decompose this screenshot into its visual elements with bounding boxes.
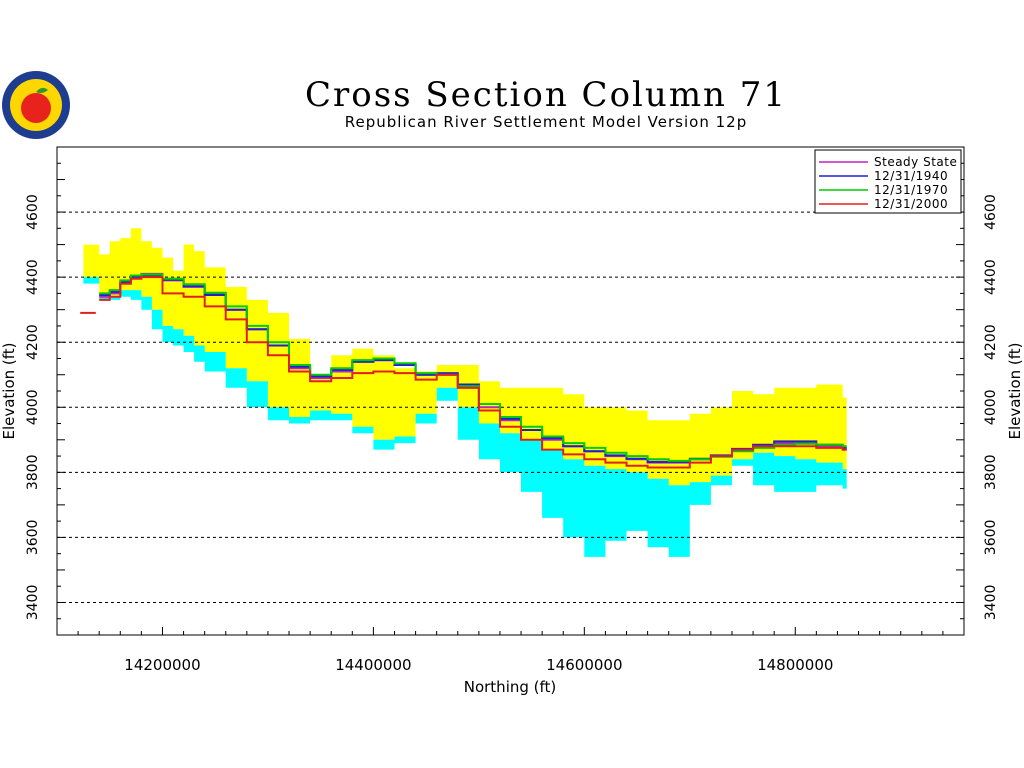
leaf-icon — [36, 87, 48, 94]
legend-label: 12/31/1940 — [874, 169, 948, 183]
legend: Steady State12/31/194012/31/197012/31/20… — [814, 149, 962, 214]
y-tick-label-left: 3400 — [25, 585, 41, 621]
y-tick-label-right: 3400 — [983, 585, 999, 621]
legend-label: 12/31/1970 — [874, 183, 948, 197]
water-level-lines — [80, 272, 847, 469]
y-tick-label-left: 4400 — [25, 259, 41, 295]
y-tick-label-right: 4200 — [983, 324, 999, 360]
y-tick-label-left: 4200 — [25, 324, 41, 360]
x-axis-ticks: 14200000 14400000 14600000 14800000 — [56, 627, 965, 674]
y-tick-label-left: 4000 — [25, 389, 41, 425]
apple-icon — [21, 93, 51, 123]
layer-fill-2 — [83, 277, 847, 557]
y-tick-label-left: 4600 — [25, 194, 41, 230]
y-tick-label-right: 4600 — [983, 194, 999, 230]
y-axis-ticks: 3400 3400 3600 3600 3800 3800 4000 4000 4200 4200… — [25, 146, 999, 636]
logo-seal — [2, 71, 70, 139]
legend-label: 12/31/2000 — [874, 197, 948, 211]
x-axis-label: Northing (ft) — [464, 678, 557, 696]
legend-label: Steady State — [874, 155, 957, 169]
y-tick-label-right: 4000 — [983, 389, 999, 425]
y-axis-label-right: Elevation (ft) — [1006, 342, 1024, 439]
x-tick-label: 14600000 — [546, 656, 622, 674]
chart-title: Cross Section Column 71 — [305, 75, 787, 115]
layer-fills — [83, 228, 847, 557]
y-axis-label-left: Elevation (ft) — [0, 342, 18, 439]
legend-box — [814, 149, 962, 214]
y-tick-label-left: 3800 — [25, 455, 41, 491]
x-tick-label: 14400000 — [335, 656, 411, 674]
x-tick-label: 14800000 — [757, 656, 833, 674]
series-line-4 — [99, 276, 847, 469]
x-tick-label: 14200000 — [124, 656, 200, 674]
chart-subtitle: Republican River Settlement Model Versio… — [345, 113, 747, 131]
y-tick-label-left: 3600 — [25, 520, 41, 556]
y-tick-label-right: 3800 — [983, 455, 999, 491]
y-tick-label-right: 4400 — [983, 259, 999, 295]
gridlines — [57, 211, 964, 603]
y-tick-label-right: 3600 — [983, 520, 999, 556]
layer-fill-1 — [83, 228, 847, 486]
